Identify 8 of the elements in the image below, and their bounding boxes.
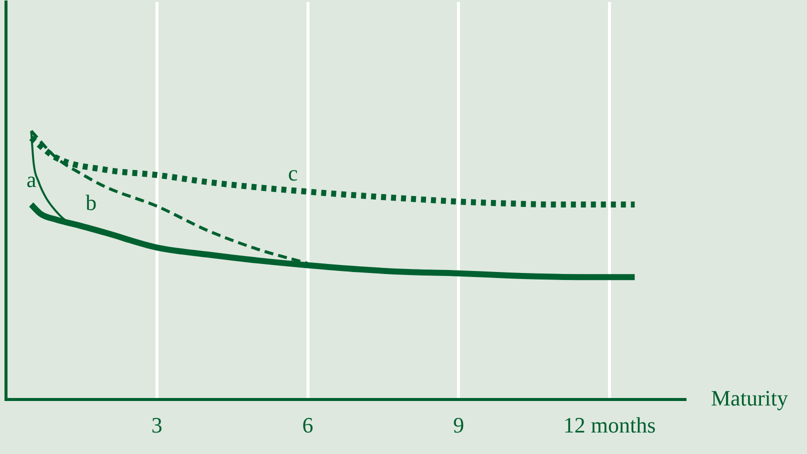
x-axis-title: Maturity [711,385,788,410]
series-label: c [288,160,298,186]
x-tick-label: 9 [453,412,464,438]
series-label: a [26,166,36,192]
x-tick-label: 6 [302,412,314,438]
x-tick-label: 12 months [563,412,656,438]
x-tick-label: 3 [151,412,162,438]
series-label: b [86,190,97,216]
